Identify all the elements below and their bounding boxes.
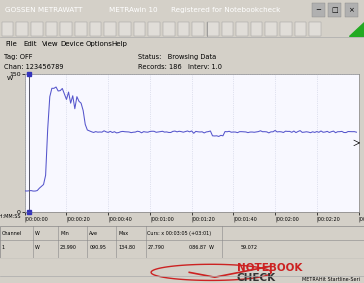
- Text: Max: Max: [118, 231, 128, 237]
- Bar: [46, 22, 58, 36]
- Text: W: W: [7, 76, 13, 81]
- Text: |00:00:00: |00:00:00: [25, 216, 48, 222]
- Text: |00:02:40: |00:02:40: [359, 216, 364, 222]
- Text: |00:00:40: |00:00:40: [108, 216, 132, 222]
- Text: W: W: [35, 231, 39, 237]
- Bar: [295, 22, 306, 36]
- Text: ×: ×: [348, 7, 354, 13]
- Text: Status:   Browsing Data: Status: Browsing Data: [138, 54, 217, 60]
- Text: Records: 186   Interv: 1.0: Records: 186 Interv: 1.0: [138, 64, 222, 70]
- Bar: [312, 3, 325, 17]
- Text: □: □: [332, 7, 338, 13]
- Text: METRAHit Startline-Seri: METRAHit Startline-Seri: [302, 277, 360, 282]
- Text: |00:01:00: |00:01:00: [150, 216, 174, 222]
- Text: |00:02:00: |00:02:00: [275, 216, 299, 222]
- Text: 59.072: 59.072: [240, 245, 257, 250]
- Polygon shape: [349, 22, 364, 36]
- Text: W: W: [35, 245, 39, 250]
- Text: Device: Device: [60, 41, 84, 47]
- Text: Registered for Notebookcheck: Registered for Notebookcheck: [171, 7, 280, 13]
- Text: 134.80: 134.80: [118, 245, 135, 250]
- Bar: [60, 22, 72, 36]
- Bar: [280, 22, 292, 36]
- Bar: [328, 3, 341, 17]
- Text: 27.790: 27.790: [147, 245, 165, 250]
- Text: Channel: Channel: [2, 231, 22, 237]
- Text: |00:00:20: |00:00:20: [67, 216, 90, 222]
- Text: Options: Options: [86, 41, 112, 47]
- Text: 086.87  W: 086.87 W: [189, 245, 214, 250]
- Text: |00:01:40: |00:01:40: [233, 216, 257, 222]
- Text: Tag: OFF: Tag: OFF: [4, 54, 32, 60]
- Bar: [222, 22, 233, 36]
- Bar: [236, 22, 248, 36]
- Text: HH:MM:SS: HH:MM:SS: [0, 214, 21, 219]
- Text: −: −: [316, 7, 321, 13]
- Text: |00:02:20: |00:02:20: [317, 216, 341, 222]
- Text: 23.990: 23.990: [60, 245, 77, 250]
- Bar: [192, 22, 204, 36]
- Bar: [119, 22, 131, 36]
- Bar: [134, 22, 145, 36]
- Text: 1: 1: [2, 245, 5, 250]
- Bar: [75, 22, 87, 36]
- Bar: [104, 22, 116, 36]
- Bar: [31, 22, 43, 36]
- Bar: [251, 22, 262, 36]
- Text: NOTEBOOK: NOTEBOOK: [237, 263, 302, 273]
- Text: |00:01:20: |00:01:20: [192, 216, 215, 222]
- Bar: [178, 22, 189, 36]
- Text: GOSSEN METRAWATT: GOSSEN METRAWATT: [5, 7, 83, 13]
- Text: CHECK: CHECK: [237, 273, 276, 283]
- Text: Ave: Ave: [89, 231, 98, 237]
- Text: Min: Min: [60, 231, 69, 237]
- Text: Edit: Edit: [24, 41, 37, 47]
- Text: Curs: x 00:03:05 (+03:01): Curs: x 00:03:05 (+03:01): [147, 231, 211, 237]
- Text: Chan: 123456789: Chan: 123456789: [4, 64, 63, 70]
- Text: View: View: [42, 41, 59, 47]
- Bar: [16, 22, 28, 36]
- Text: 090.95: 090.95: [89, 245, 106, 250]
- Text: METRAwin 10: METRAwin 10: [109, 7, 158, 13]
- Bar: [265, 22, 277, 36]
- Bar: [2, 22, 13, 36]
- Bar: [90, 22, 101, 36]
- Text: File: File: [5, 41, 17, 47]
- Bar: [163, 22, 175, 36]
- Bar: [309, 22, 321, 36]
- Bar: [148, 22, 160, 36]
- Text: Help: Help: [111, 41, 127, 47]
- Bar: [345, 3, 358, 17]
- Bar: [207, 22, 218, 36]
